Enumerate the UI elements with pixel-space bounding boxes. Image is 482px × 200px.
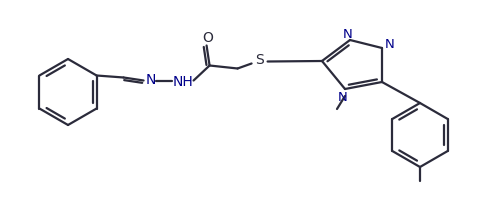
Text: NH: NH: [172, 75, 193, 89]
Text: N: N: [146, 73, 156, 87]
Text: N: N: [343, 27, 353, 40]
Text: S: S: [255, 53, 264, 67]
Text: N: N: [385, 37, 395, 50]
Text: N: N: [338, 91, 348, 104]
Text: O: O: [202, 31, 213, 45]
